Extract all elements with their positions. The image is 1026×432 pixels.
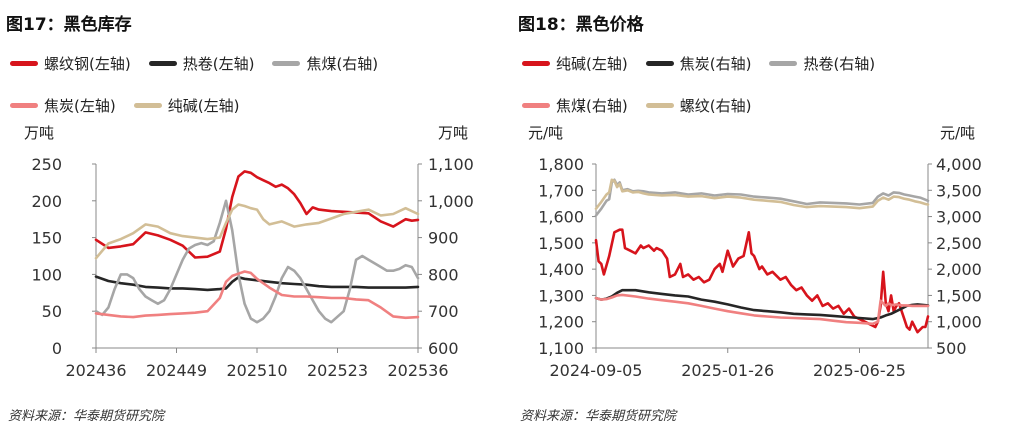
- left-y-tick-label: 1,200: [538, 313, 584, 332]
- left-y-tick-label: 0: [52, 339, 62, 358]
- x-tick-label: 2025-06-25: [813, 361, 906, 380]
- legend-item-soda-ash: 纯碱(左轴): [133, 95, 240, 116]
- chart-legend: 螺纹钢(左轴) 热卷(左轴) 焦煤(右轴) 焦炭(左轴) 纯碱(左轴): [10, 42, 510, 126]
- legend-label: 螺纹(右轴): [679, 96, 752, 115]
- left-y-tick-label: 100: [31, 265, 62, 284]
- legend-swatch: [133, 102, 162, 108]
- left-y-tick-label: 150: [31, 229, 62, 248]
- legend-label: 焦炭(右轴): [679, 54, 752, 73]
- x-tick-label: 202536: [387, 361, 448, 380]
- right-y-tick-label: 3,000: [936, 208, 982, 227]
- legend-swatch: [10, 102, 38, 108]
- legend-item-coke: 焦炭(左轴): [10, 95, 116, 116]
- legend-item-soda-ash: 纯碱(左轴): [522, 53, 628, 74]
- series-line-hot-coil: [94, 275, 420, 292]
- chart-legend: 纯碱(左轴) 焦炭(右轴) 热卷(右轴) 焦煤(右轴) 螺纹(右轴): [522, 42, 1022, 126]
- left-y-tick-label: 1,800: [538, 155, 584, 174]
- right-axis-unit: 元/吨: [940, 124, 976, 142]
- legend-swatch: [148, 60, 177, 66]
- legend-swatch: [272, 60, 301, 66]
- x-tick-label: 202510: [226, 361, 287, 380]
- legend-label: 纯碱(左轴): [167, 96, 240, 115]
- right-y-tick-label: 1,000: [428, 192, 474, 211]
- series-line-rebar: [94, 170, 420, 259]
- legend-label: 热卷(右轴): [803, 54, 876, 73]
- series-line-coke: [94, 270, 420, 320]
- inventory-chart-panel: 图17：黑色库存 螺纹钢(左轴) 热卷(左轴) 焦煤(右轴) 焦炭(左轴) 纯碱(左轴)…: [0, 0, 510, 432]
- left-y-tick-label: 1,300: [538, 286, 584, 305]
- left-axis-unit: 元/吨: [528, 124, 564, 142]
- left-y-tick-label: 1,600: [538, 208, 584, 227]
- right-y-tick-label: 4,000: [936, 155, 982, 174]
- legend-row: 纯碱(左轴) 焦炭(右轴) 热卷(右轴): [522, 42, 1022, 84]
- price-chart-panel: 图18：黑色价格 纯碱(左轴) 焦炭(右轴) 热卷(右轴) 焦煤(右轴) 螺纹(右轴) …: [512, 0, 1026, 432]
- legend-swatch: [522, 60, 550, 66]
- right-y-tick-label: 1,100: [428, 155, 474, 174]
- chart-title: 图18：黑色价格: [518, 15, 644, 35]
- legend-label: 焦煤(右轴): [556, 96, 628, 115]
- left-axis-unit: 万吨: [24, 124, 55, 142]
- right-y-tick-label: 600: [428, 339, 459, 358]
- x-tick-label: 2025-01-26: [681, 361, 774, 380]
- legend-label: 纯碱(左轴): [556, 54, 628, 73]
- left-y-tick-label: 1,100: [538, 339, 584, 358]
- x-tick-label: 202523: [307, 361, 368, 380]
- legend-item-hot-coil: 热卷(左轴): [148, 53, 255, 74]
- right-y-tick-label: 700: [428, 302, 459, 321]
- legend-row: 焦煤(右轴) 螺纹(右轴): [522, 84, 1022, 126]
- series-line-coke: [594, 288, 930, 321]
- legend-swatch: [645, 102, 674, 108]
- legend-label: 焦煤(右轴): [306, 54, 379, 73]
- legend-row: 螺纹钢(左轴) 热卷(左轴) 焦煤(右轴): [10, 42, 510, 84]
- x-tick-label: 2024-09-05: [550, 361, 643, 380]
- series-line-coking-coal: [94, 199, 420, 324]
- legend-item-rebar: 螺纹(右轴): [645, 95, 752, 116]
- legend-label: 焦炭(左轴): [44, 96, 116, 115]
- left-y-tick-label: 200: [31, 192, 62, 211]
- legend-row: 焦炭(左轴) 纯碱(左轴): [10, 84, 510, 126]
- left-y-tick-label: 1,500: [538, 234, 584, 253]
- chart-title: 图17：黑色库存: [6, 15, 132, 35]
- legend-swatch: [645, 60, 674, 66]
- x-tick-label: 202449: [146, 361, 207, 380]
- legend-label: 热卷(左轴): [182, 54, 255, 73]
- left-y-tick-label: 1,700: [538, 181, 584, 200]
- left-y-tick-label: 50: [42, 302, 62, 321]
- series-line-hot-coil: [594, 178, 930, 217]
- right-y-tick-label: 2,000: [936, 260, 982, 279]
- right-axis-unit: 万吨: [438, 124, 469, 142]
- right-y-tick-label: 1,000: [936, 313, 982, 332]
- legend-item-coke: 焦炭(右轴): [645, 53, 752, 74]
- right-y-tick-label: 2,500: [936, 234, 982, 253]
- chart-source: 资料来源：华泰期货研究院: [8, 409, 165, 424]
- series-line-rebar: [594, 178, 930, 210]
- inventory-chart-plot: 0 50 100 150 200 250 600 700 800 900 1,000 1,100 202…: [31, 155, 474, 380]
- x-tick-label: 202436: [65, 361, 126, 380]
- right-y-tick-label: 500: [936, 339, 967, 358]
- chart-source: 资料来源：华泰期货研究院: [520, 409, 677, 424]
- legend-item-hot-coil: 热卷(右轴): [769, 53, 875, 74]
- legend-swatch: [769, 60, 798, 66]
- right-y-tick-label: 1,500: [936, 286, 982, 305]
- legend-item-coking-coal: 焦煤(右轴): [272, 53, 378, 74]
- series-line-coking-coal: [594, 293, 930, 326]
- left-y-tick-label: 250: [31, 155, 62, 174]
- legend-swatch: [522, 102, 550, 108]
- price-chart-plot: 1,100 1,200 1,300 1,400 1,500 1,600 1,700 1,800…: [538, 155, 982, 380]
- legend-label: 螺纹钢(左轴): [44, 54, 131, 73]
- legend-item-rebar: 螺纹钢(左轴): [10, 53, 131, 74]
- right-y-tick-label: 3,500: [936, 181, 982, 200]
- left-y-tick-label: 1,400: [538, 260, 584, 279]
- legend-item-coking-coal: 焦煤(右轴): [522, 95, 628, 116]
- series-line-soda-ash: [94, 203, 420, 260]
- right-y-tick-label: 900: [428, 229, 459, 248]
- legend-swatch: [10, 60, 38, 66]
- right-y-tick-label: 800: [428, 265, 459, 284]
